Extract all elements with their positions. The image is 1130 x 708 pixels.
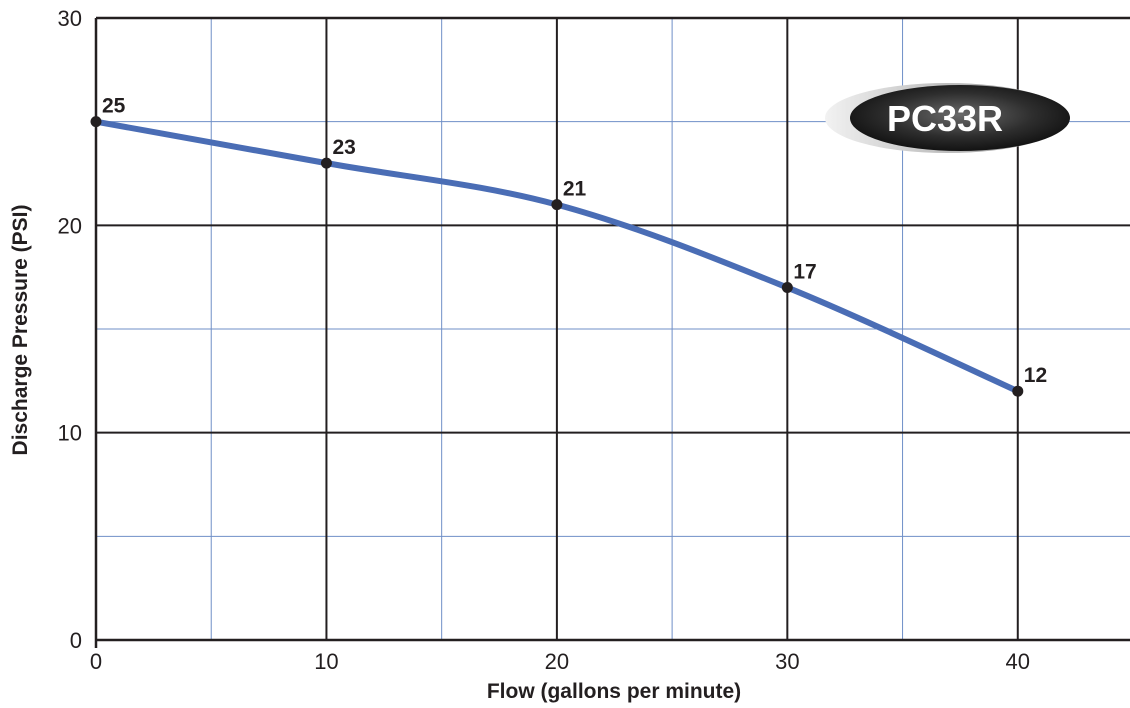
badge-body: [850, 85, 1070, 151]
data-label: 23: [332, 136, 355, 159]
y-axis-title: Discharge Pressure (PSI): [9, 205, 32, 456]
badge-label: PC33R: [887, 98, 1003, 139]
x-tick-label: 10: [314, 649, 338, 674]
data-point: [781, 282, 793, 294]
series-layer: 25 23 21 17 12: [90, 95, 1047, 397]
tick-labels: 0 10 20 30 40 0 10 20 30: [58, 6, 1031, 674]
x-axis-title: Flow (gallons per minute): [487, 680, 741, 703]
x-tick-label: 0: [90, 649, 102, 674]
data-point: [90, 116, 102, 128]
y-tick-label: 30: [58, 6, 82, 31]
data-point: [551, 199, 563, 211]
data-label: 25: [102, 95, 126, 118]
data-label: 21: [563, 178, 587, 201]
y-tick-label: 20: [58, 213, 82, 238]
y-tick-label: 10: [58, 421, 82, 446]
data-point: [320, 157, 332, 169]
x-tick-label: 20: [545, 649, 569, 674]
data-label: 17: [793, 261, 816, 284]
x-tick-label: 40: [1006, 649, 1030, 674]
data-point: [1012, 385, 1024, 397]
data-label: 12: [1024, 364, 1047, 387]
y-tick-label: 0: [70, 628, 82, 653]
x-tick-label: 30: [775, 649, 799, 674]
model-badge: PC33R: [825, 83, 1070, 153]
